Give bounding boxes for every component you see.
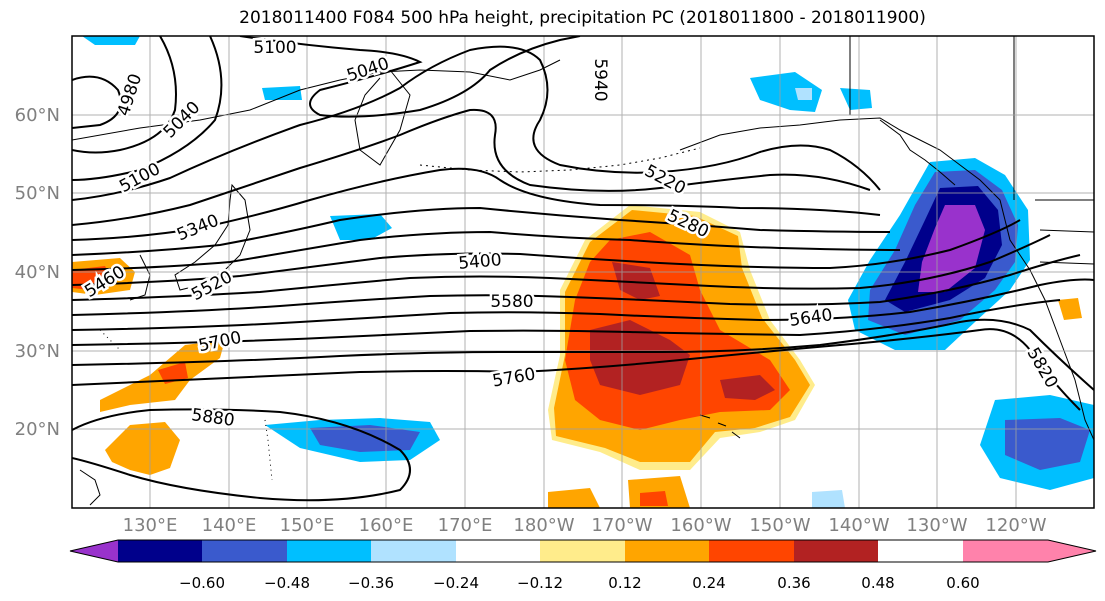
lon-label: 140°E bbox=[202, 515, 257, 536]
colorbar bbox=[69, 539, 1097, 563]
colorbar-tick-label: −0.12 bbox=[517, 574, 563, 592]
map-frame bbox=[71, 35, 1095, 509]
colorbar-tick-label: −0.60 bbox=[179, 574, 225, 592]
coastlines bbox=[72, 36, 1094, 506]
lon-label: 120°W bbox=[985, 515, 1046, 536]
coast-hawaii bbox=[699, 414, 741, 439]
colorbar-tick-label: −0.24 bbox=[433, 574, 479, 592]
contour-line bbox=[72, 234, 1051, 301]
positive-anomaly-south bbox=[105, 422, 180, 475]
contour-line bbox=[72, 408, 411, 502]
contour-line bbox=[72, 299, 1061, 346]
positive-anomaly-small3 bbox=[640, 491, 668, 506]
lon-label: 160°W bbox=[670, 515, 731, 536]
colorbar-tick-label: 0.60 bbox=[946, 574, 979, 592]
colorbar-arrow-right bbox=[1048, 540, 1096, 562]
lon-label: 160°E bbox=[359, 515, 414, 536]
lat-label: 20°N bbox=[15, 419, 60, 440]
contour-line bbox=[72, 278, 1094, 331]
coast-aleutians bbox=[419, 147, 701, 173]
coast-asia bbox=[72, 59, 561, 141]
positive-anomaly-darkred bbox=[590, 262, 775, 400]
contour-line bbox=[72, 254, 1081, 316]
colorbar-segment bbox=[540, 540, 625, 562]
coast-philippines bbox=[79, 469, 101, 506]
lat-label: 30°N bbox=[15, 341, 60, 362]
coast-ryukyu bbox=[99, 329, 273, 481]
contour-line bbox=[72, 36, 223, 181]
positive-anomaly-west-red bbox=[158, 362, 188, 384]
colorbar-outline bbox=[69, 539, 1097, 563]
lon-label: 150°W bbox=[749, 515, 810, 536]
contour-line bbox=[72, 206, 891, 256]
colorbar-segment bbox=[709, 540, 794, 562]
contour-line bbox=[72, 75, 122, 129]
lon-label: 180°W bbox=[513, 515, 574, 536]
negative-anomaly-se-blue bbox=[1005, 418, 1090, 470]
contour-line bbox=[72, 167, 881, 241]
contour-line bbox=[72, 328, 1081, 411]
lon-label: 140°W bbox=[828, 515, 889, 536]
contour-line bbox=[72, 36, 177, 154]
colorbar-segment bbox=[118, 540, 202, 562]
colorbar-tick-label: 0.48 bbox=[861, 574, 894, 592]
contour-line bbox=[72, 219, 1021, 286]
coast-kamchatka bbox=[354, 69, 411, 166]
lon-label: 150°E bbox=[280, 515, 335, 536]
coast-alaska bbox=[679, 117, 1094, 441]
longitude-labels: 130°E 140°E 150°E 160°E 170°E 180°W 170°… bbox=[123, 515, 1047, 536]
coast-japan bbox=[174, 183, 251, 291]
colorbar-segment bbox=[794, 540, 878, 562]
colorbar-tick-label: −0.48 bbox=[264, 574, 310, 592]
contour-line bbox=[72, 108, 871, 226]
contour-label: 5100 bbox=[253, 38, 296, 58]
lon-label: 170°E bbox=[438, 515, 493, 536]
colorbar-tick-label: 0.24 bbox=[692, 574, 725, 592]
contour-label: 5400 bbox=[458, 250, 503, 274]
lat-label: 50°N bbox=[15, 183, 60, 204]
height-contours bbox=[72, 36, 1094, 502]
colorbar-tick-label: −0.36 bbox=[348, 574, 394, 592]
lat-label: 60°N bbox=[15, 105, 60, 126]
contour-line bbox=[72, 45, 881, 201]
colorbar-segment bbox=[202, 540, 287, 562]
colorbar-arrow-left bbox=[70, 540, 118, 562]
positive-anomaly-small bbox=[1058, 298, 1082, 320]
map-panel: 5100 5040 4980 5040 5100 5340 5460 5520 … bbox=[72, 36, 1094, 508]
colorbar-segment bbox=[456, 540, 540, 562]
contour-label: 5940 bbox=[590, 58, 610, 101]
lon-label: 130°W bbox=[906, 515, 967, 536]
lat-label: 40°N bbox=[15, 262, 60, 283]
colorbar-tick-label: 0.12 bbox=[608, 574, 641, 592]
colorbar-tick-labels: −0.60 −0.48 −0.36 −0.24 −0.12 0.12 0.24 … bbox=[179, 574, 980, 592]
contour-line bbox=[72, 318, 1094, 391]
contour-line bbox=[239, 36, 581, 118]
colorbar-segment bbox=[963, 540, 1048, 562]
contour-line bbox=[72, 230, 901, 271]
colorbar-tick-label: 0.36 bbox=[777, 574, 810, 592]
coast-border1 bbox=[849, 36, 1094, 265]
contour-label: 5580 bbox=[490, 292, 533, 312]
coast-bc-islands bbox=[879, 119, 956, 186]
lon-label: 170°W bbox=[591, 515, 652, 536]
colorbar-segment bbox=[625, 540, 709, 562]
colorbar-segment bbox=[287, 540, 371, 562]
colorbar-segment bbox=[371, 540, 456, 562]
latitude-labels: 60°N 50°N 40°N 30°N 20°N bbox=[15, 105, 60, 440]
map-title: 2018011400 F084 500 hPa height, precipit… bbox=[239, 8, 926, 28]
gridlines bbox=[72, 36, 1094, 508]
lon-label: 130°E bbox=[123, 515, 178, 536]
